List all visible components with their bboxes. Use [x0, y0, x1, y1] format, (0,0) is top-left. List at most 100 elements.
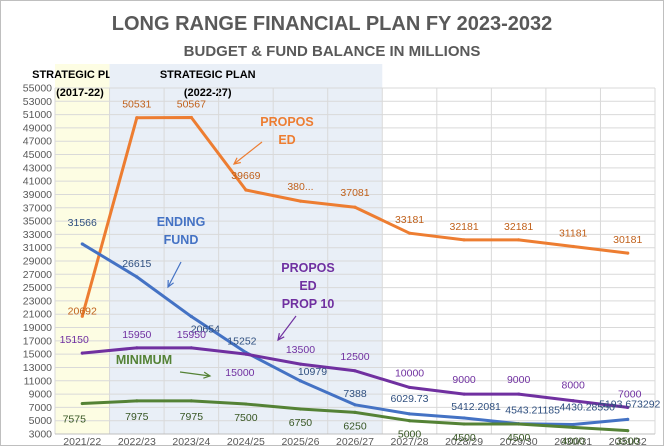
point-proposed-prop-10-2029-30	[517, 392, 521, 396]
point-minimum-2028-29	[462, 422, 466, 426]
point-minimum-2030-31	[571, 425, 575, 429]
plan-label-2-line2: (2022-27)	[184, 87, 232, 99]
label-proposed-prop-10-2025-26: 13500	[286, 344, 315, 356]
point-proposed-2030-31	[571, 244, 575, 249]
y-tick-25000: 25000	[23, 282, 52, 294]
point-proposed-2028-29	[462, 238, 466, 242]
label-minimum-2031-32: 3500	[616, 436, 640, 446]
label-proposed-2025-26: 380...	[287, 181, 313, 193]
point-proposed-prop-10-2024-25	[244, 352, 248, 356]
point-proposed-2021-22	[80, 314, 84, 318]
y-tick-15000: 15000	[23, 349, 52, 361]
point-ending-fund-2022-23	[135, 275, 139, 279]
annotation-ending-fund-line-1: ENDING	[157, 215, 206, 229]
label-minimum-2030-31: 4000	[562, 435, 586, 446]
y-tick-39000: 39000	[23, 189, 52, 201]
label-minimum-2024-25: 7500	[234, 412, 258, 424]
point-ending-fund-2027-28	[407, 412, 412, 416]
y-tick-13000: 13000	[23, 362, 52, 374]
point-minimum-2026-27	[353, 410, 357, 414]
point-proposed-prop-10-2030-31	[571, 399, 575, 403]
label-proposed-prop-10-2030-31: 8000	[562, 380, 586, 392]
label-ending-fund-2026-27: 7388	[343, 388, 367, 400]
y-tick-3000: 3000	[29, 429, 53, 441]
series-annotations: PROPOS ED ENDING FUND PROPOS ED PROP 10 MINIMUM	[116, 115, 335, 379]
point-proposed-2023-24	[189, 115, 193, 120]
label-ending-fund-2023-24: 20654	[191, 324, 220, 336]
point-proposed-prop-10-2031-32	[626, 405, 630, 409]
data-series	[80, 115, 630, 433]
y-tick-53000: 53000	[23, 96, 52, 108]
annotation-proposed-line-2: ED	[278, 133, 295, 147]
label-ending-fund-2027-28: 6029.73	[391, 393, 429, 405]
y-tick-21000: 21000	[23, 309, 52, 321]
annotation-ending-fund-line-2: FUND	[164, 233, 199, 247]
label-proposed-prop-10-2024-25: 15000	[225, 367, 254, 379]
point-proposed-prop-10-2023-24	[189, 346, 193, 350]
plan-label-1-line2: (2017-22)	[56, 87, 104, 99]
point-ending-fund-2026-27	[353, 403, 357, 407]
y-tick-19000: 19000	[23, 322, 52, 334]
annotation-proposed: PROPOS ED	[232, 115, 314, 165]
point-proposed-prop-10-2022-23	[135, 346, 139, 350]
y-tick-37000: 37000	[23, 202, 52, 214]
annotation-arrowhead-ending-fund	[167, 279, 174, 289]
label-ending-fund-2022-23: 26615	[122, 258, 151, 270]
annotation-arrow-ending-fund	[167, 261, 182, 288]
label-proposed-2024-25: 39669	[231, 170, 260, 182]
point-proposed-2027-28	[407, 231, 412, 235]
annotation-arrow-proposed-prop-10	[277, 315, 297, 341]
x-tick-2021-22: 2021/22	[63, 436, 101, 446]
point-proposed-2029-30	[517, 238, 521, 242]
label-proposed-prop-10-2026-27: 12500	[340, 351, 369, 363]
label-minimum-2025-26: 6750	[289, 417, 313, 429]
x-tick-2031-32: 2031/32	[609, 436, 647, 446]
label-proposed-2031-32: 30181	[613, 234, 642, 246]
x-tick-2025-26: 2025/26	[281, 436, 319, 446]
point-ending-fund-2030-31	[571, 422, 575, 427]
y-tick-51000: 51000	[23, 109, 52, 121]
point-minimum-2025-26	[298, 407, 303, 411]
x-tick-2029-30: 2029/30	[500, 436, 538, 446]
y-tick-43000: 43000	[23, 162, 52, 174]
plan-label-2-line1: STRATEGIC PLAN	[160, 69, 256, 81]
annotation-proposed-line-1: PROPOS	[260, 115, 314, 129]
label-proposed-prop-10-2023-24: 15950	[177, 329, 206, 341]
point-ending-fund-2021-22	[80, 242, 84, 246]
point-proposed-2025-26	[298, 199, 303, 203]
point-proposed-2022-23	[135, 116, 139, 120]
x-axis-tick-labels: 2021/22 2022/23 2023/24 2024/25 2025/26 2026/…	[63, 436, 647, 446]
x-tick-2030-31: 2030/31	[554, 436, 592, 446]
plan-band-2	[109, 64, 383, 434]
label-proposed-prop-10-2022-23: 15950	[122, 329, 151, 341]
label-proposed-2028-29: 32181	[449, 221, 478, 233]
y-tick-17000: 17000	[23, 335, 52, 347]
annotation-proposed-prop-10-line-3: PROP 10	[282, 297, 335, 311]
point-proposed-prop-10-2027-28	[407, 385, 412, 390]
point-ending-fund-2031-32	[626, 417, 630, 422]
label-proposed-prop-10-2027-28: 10000	[395, 367, 424, 379]
point-minimum-2029-30	[517, 422, 521, 426]
label-proposed-prop-10-2031-32: 7000	[618, 388, 642, 400]
y-tick-5000: 5000	[29, 415, 53, 427]
y-tick-41000: 41000	[23, 176, 52, 188]
plan-period-bands: STRATEGIC PLAN (2017-22) STRATEGIC PLAN (20…	[32, 64, 383, 434]
x-tick-2028-29: 2028/29	[445, 436, 483, 446]
x-tick-2022-23: 2022/23	[118, 436, 156, 446]
y-tick-45000: 45000	[23, 149, 52, 161]
x-tick-2024-25: 2024/25	[227, 436, 265, 446]
point-proposed-2031-32	[626, 251, 630, 255]
x-tick-2023-24: 2023/24	[172, 436, 210, 446]
chart-title: LONG RANGE FINANCIAL PLAN FY 2023-2032	[112, 13, 552, 35]
point-minimum-2021-22	[80, 401, 84, 406]
point-proposed-prop-10-2025-26	[298, 362, 303, 366]
plan-label-1-line1: STRATEGIC PLAN	[32, 69, 128, 81]
label-proposed-2026-27: 37081	[340, 187, 369, 199]
annotation-arrow-minimum	[179, 371, 211, 377]
y-tick-29000: 29000	[23, 256, 52, 268]
label-proposed-2022-23: 50531	[122, 99, 151, 111]
label-ending-fund-2030-31: 4430.28550	[559, 401, 615, 413]
point-proposed-prop-10-2028-29	[462, 392, 466, 396]
point-ending-fund-2023-24	[189, 314, 193, 319]
